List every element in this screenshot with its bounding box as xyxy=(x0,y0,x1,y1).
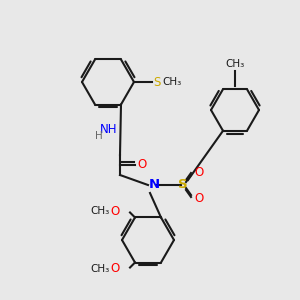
Text: O: O xyxy=(137,158,146,170)
Text: CH₃: CH₃ xyxy=(91,206,110,217)
Text: O: O xyxy=(194,166,203,178)
Text: H: H xyxy=(95,131,103,141)
Text: S: S xyxy=(178,178,188,191)
Text: O: O xyxy=(111,262,120,275)
Text: CH₃: CH₃ xyxy=(162,77,181,87)
Text: CH₃: CH₃ xyxy=(225,59,244,69)
Text: CH₃: CH₃ xyxy=(91,263,110,274)
Text: O: O xyxy=(194,191,203,205)
Text: S: S xyxy=(153,76,160,88)
Text: NH: NH xyxy=(100,123,118,136)
Text: N: N xyxy=(149,178,160,191)
Text: O: O xyxy=(111,205,120,218)
